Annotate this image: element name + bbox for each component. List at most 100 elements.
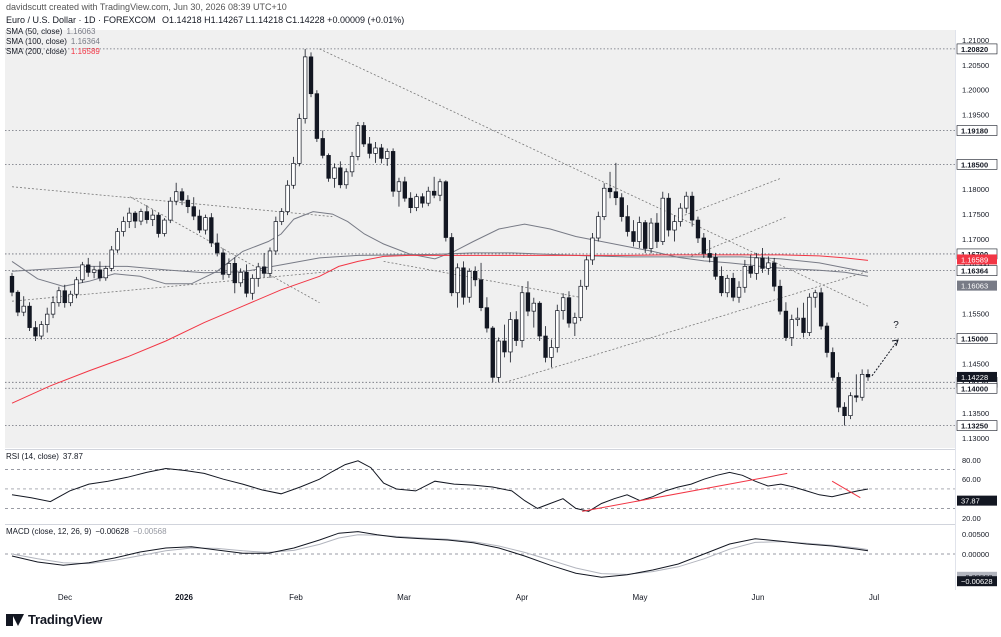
rsi-tick-label: 80.00 — [962, 456, 981, 465]
macd-label[interactable]: MACD (close, 12, 26, 9) −0.00628 −0.00568 — [6, 527, 167, 536]
candle-down — [326, 155, 331, 179]
y-tick-label: 1.15500 — [962, 310, 989, 319]
symbol-title: Euro / U.S. Dollar · 1D · FOREXCOM — [6, 15, 156, 25]
level-badge-label: 1.14120 — [961, 378, 988, 387]
candle-up — [736, 286, 742, 298]
candle-up — [496, 340, 501, 378]
candle-up — [344, 171, 349, 186]
candle-down — [33, 327, 38, 337]
candle — [578, 279, 583, 322]
candle-down — [97, 269, 103, 279]
price-badge-label: 1.16063 — [961, 282, 988, 291]
level-badge-label: 1.13250 — [961, 422, 988, 431]
level-badge: 1.14000 — [956, 382, 998, 394]
indicator-sma50[interactable]: SMA (50, close) 1.16063 — [6, 27, 95, 36]
rsi-pane[interactable] — [5, 451, 955, 523]
price-badge: 1.14228 — [957, 371, 997, 382]
candle — [291, 156, 296, 189]
sma-line — [11, 211, 869, 287]
candle-down — [607, 187, 613, 193]
indicator-sma100[interactable]: SMA (100, close) 1.16364 — [6, 37, 100, 46]
candle-up — [859, 374, 865, 398]
candle-down — [320, 138, 325, 156]
candle-down — [777, 285, 783, 312]
candle — [713, 252, 718, 280]
candle-up — [121, 221, 126, 232]
level-badge-box — [956, 382, 998, 394]
candle — [807, 293, 812, 337]
candle — [91, 266, 97, 279]
candle — [654, 213, 660, 248]
candle — [625, 205, 630, 237]
candle — [514, 311, 519, 346]
candle — [150, 209, 155, 227]
candle — [215, 233, 220, 257]
candle — [766, 256, 771, 275]
candle-down — [713, 257, 718, 277]
x-tick-label: Mar — [397, 593, 411, 602]
candle — [115, 228, 120, 253]
rsi-line — [11, 460, 869, 512]
candle — [86, 257, 91, 277]
candle — [261, 252, 267, 278]
macd-value: −0.00628 — [95, 527, 129, 536]
trend-line — [505, 270, 869, 383]
level-badge-box — [956, 265, 998, 276]
y-tick-label: 1.14500 — [962, 359, 989, 368]
price-badge-box — [957, 371, 997, 382]
author-line: davidscutt created with TradingView.com,… — [6, 2, 287, 12]
candle-up — [754, 257, 759, 274]
candle-up — [467, 270, 472, 298]
macd-tick-label: 0.00000 — [962, 550, 989, 559]
candle-down — [760, 257, 765, 269]
candle — [396, 177, 402, 207]
candle — [725, 274, 730, 298]
candle-up — [572, 317, 578, 324]
candle — [162, 218, 167, 237]
candle — [338, 161, 343, 189]
macd-badge-label: −0.00628 — [961, 577, 993, 586]
price-badge-label: 1.14228 — [961, 373, 988, 382]
candle — [408, 192, 413, 214]
candle-down — [836, 376, 841, 408]
candle-up — [742, 266, 748, 288]
candle-down — [566, 297, 572, 324]
candle — [45, 307, 50, 333]
symbol-line[interactable]: Euro / U.S. Dollar · 1D · FOREXCOM O1.14… — [6, 15, 404, 25]
main-plot-area[interactable] — [5, 30, 955, 448]
candle-down — [209, 217, 214, 244]
candle — [232, 257, 237, 294]
macd-pane[interactable] — [5, 526, 955, 588]
candle — [619, 193, 624, 222]
candle — [772, 257, 777, 292]
trend-line — [680, 177, 782, 217]
candle — [461, 261, 466, 305]
candle-up — [789, 319, 794, 338]
candle — [308, 52, 314, 98]
macd-title: MACD (close, 12, 26, 9) — [6, 527, 92, 536]
candle-up — [596, 216, 601, 239]
tradingview-logo[interactable]: TradingView — [6, 612, 102, 627]
candle — [314, 90, 320, 142]
rsi-label[interactable]: RSI (14, close) 37.87 — [6, 452, 83, 461]
candle-down — [308, 56, 314, 95]
candle-up — [50, 302, 56, 315]
candle-up — [162, 219, 167, 234]
candle — [379, 143, 384, 164]
y-tick-label: 1.19500 — [962, 111, 989, 120]
y-tick-label: 1.21000 — [962, 36, 989, 45]
candle — [302, 48, 308, 124]
candle-down — [220, 252, 226, 275]
candle — [502, 324, 507, 358]
candle-down — [232, 263, 237, 284]
candle-down — [689, 195, 695, 221]
indicator-sma200[interactable]: SMA (200, close) 1.16589 — [6, 47, 100, 56]
candle-down — [408, 197, 413, 208]
level-badge-label: 1.16364 — [961, 267, 989, 276]
trend-line — [691, 216, 788, 257]
candle — [420, 193, 425, 208]
question-mark: ? — [893, 320, 899, 331]
candle — [631, 220, 636, 247]
y-tick-label: 1.20000 — [962, 86, 989, 95]
candle-up — [590, 237, 595, 261]
